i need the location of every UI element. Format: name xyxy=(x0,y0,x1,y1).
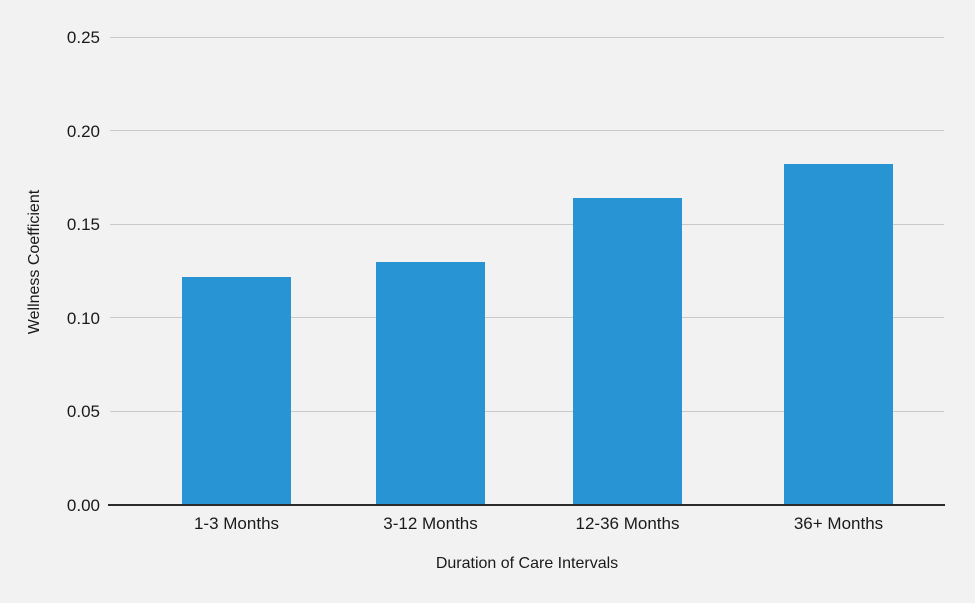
y-tick-label-0.25: 0.25 xyxy=(66,28,100,47)
bar-1-3-months xyxy=(182,276,291,505)
x-tick-label-1-3-months: 1-3 Months xyxy=(193,514,280,533)
y-tick-label-0.20: 0.20 xyxy=(66,121,100,141)
gridline-y-0.15 xyxy=(110,223,944,225)
plot-area xyxy=(110,36,944,506)
gridline-y-0.10 xyxy=(110,317,944,319)
gridline-y-0.05 xyxy=(110,410,944,412)
gridline-y-0.25 xyxy=(110,36,944,38)
x-axis-line xyxy=(108,504,945,506)
x-tick-label-36-months: 36+ Months xyxy=(793,514,884,533)
x-tick-label-3-12-months: 3-12 Months xyxy=(383,514,478,533)
y-tick-label-0.10: 0.10 xyxy=(66,308,100,328)
y-tick-label-0.15: 0.15 xyxy=(66,215,100,235)
y-tick-label-0.05: 0.05 xyxy=(66,402,100,422)
y-tick-label-0.00: 0.00 xyxy=(66,496,100,515)
bar-36-months xyxy=(784,164,893,505)
x-tick-label-12-36-months: 12-36 Months xyxy=(575,514,680,533)
gridline-y-0.20 xyxy=(110,130,944,132)
bar-3-12-months xyxy=(376,261,485,505)
bar-12-36-months xyxy=(573,197,682,505)
x-axis-title: Duration of Care Intervals xyxy=(435,555,619,572)
